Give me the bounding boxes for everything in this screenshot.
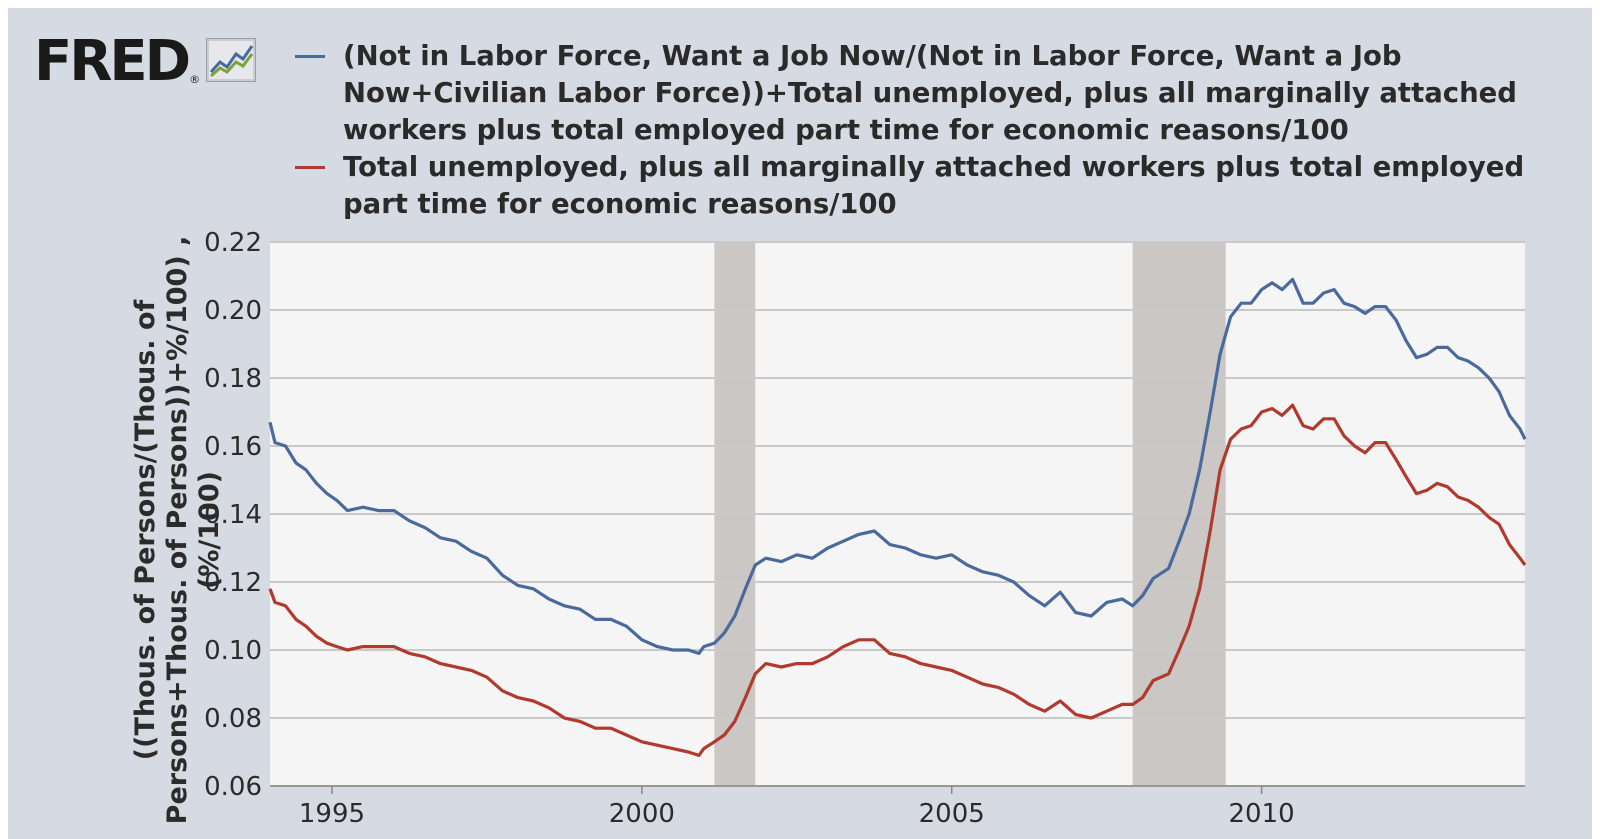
- y-tick-label-8: 0.22: [204, 228, 262, 258]
- legend-entry-red: Total unemployed, plus all marginally at…: [295, 149, 1585, 223]
- legend-swatch-blue: [295, 55, 325, 58]
- y-tick-label-3: 0.12: [204, 568, 262, 598]
- y-tick-label-6: 0.18: [204, 364, 262, 394]
- x-tick-label-3: 2010: [1229, 799, 1295, 829]
- legend-label-red: Total unemployed, plus all marginally at…: [343, 151, 1525, 220]
- series-line-blue: [268, 277, 1527, 656]
- x-tick-label-1: 2000: [609, 799, 675, 829]
- y-tick-label-0: 0.06: [204, 772, 262, 802]
- y-axis-title-line-3: (%/100): [194, 471, 225, 589]
- x-tick-label-0: 1995: [299, 799, 365, 829]
- y-tick-label-7: 0.20: [204, 296, 262, 326]
- legend: (Not in Labor Force, Want a Job Now/(Not…: [295, 38, 1585, 223]
- legend-label-blue: (Not in Labor Force, Want a Job Now/(Not…: [343, 40, 1517, 146]
- y-tick-label-5: 0.16: [204, 432, 262, 462]
- logo-registered-mark: ®: [189, 73, 201, 86]
- legend-swatch-red: [295, 166, 325, 169]
- line-chart-icon: [206, 38, 257, 86]
- x-tick-label-2: 2005: [919, 799, 985, 829]
- fred-logo: FRED ®: [34, 29, 257, 94]
- y-tick-label-4: 0.14: [204, 500, 262, 530]
- y-tick-label-2: 0.10: [204, 636, 262, 666]
- series-line-red: [268, 403, 1527, 758]
- y-axis-title-line-2: Persons+Thous. of Persons))+%/100) ,: [162, 236, 193, 825]
- y-tick-label-1: 0.08: [204, 704, 262, 734]
- legend-entry-blue: (Not in Labor Force, Want a Job Now/(Not…: [295, 38, 1585, 149]
- logo-wordmark: FRED: [34, 29, 191, 94]
- y-axis-title-line-1: ((Thous. of Persons/(Thous. of: [130, 300, 161, 761]
